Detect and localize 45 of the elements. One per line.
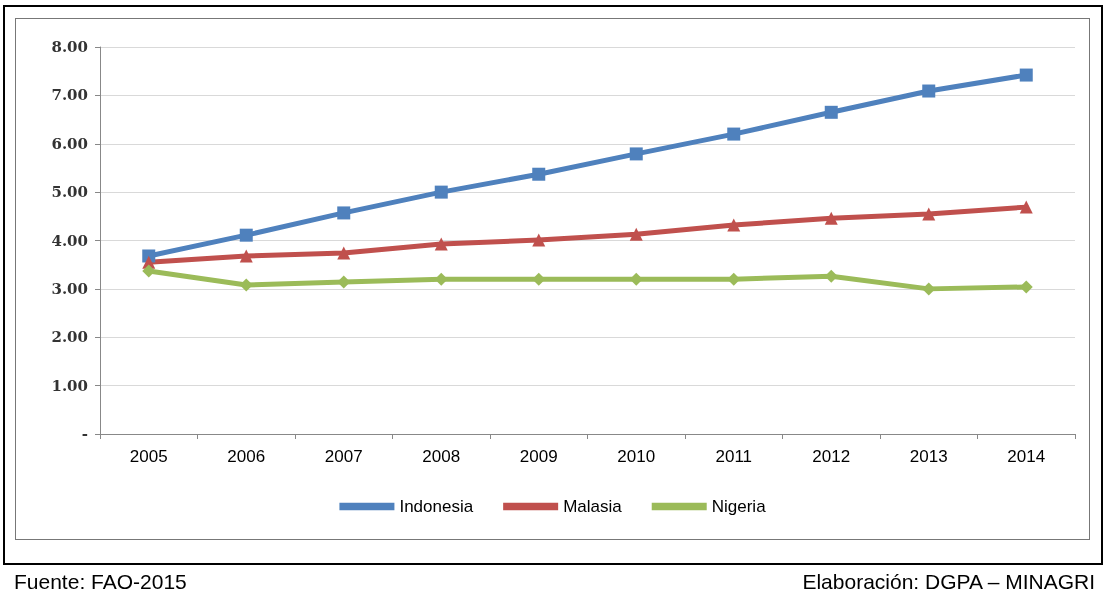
point [1019,200,1033,214]
point [824,105,838,119]
point [337,246,351,260]
point [1019,68,1033,82]
x-tick-label: 2014 [1007,447,1046,466]
point [532,167,546,181]
point [629,147,643,161]
x-tick-label: 2007 [324,447,363,466]
text: Elaboración: DGPA – MINAGRI [802,570,1095,594]
y-tick-label: 4.00 [51,231,88,250]
x-tick-label: 2005 [129,447,168,466]
y-tick-label: 2.00 [51,328,88,347]
x-tick-label: 2009 [519,447,558,466]
point [434,237,448,251]
y-tick-label: 7.00 [51,86,88,105]
legend-label: Nigeria [711,497,767,516]
point [239,278,253,292]
x-tick-label: 2013 [909,447,948,466]
point [239,249,253,263]
y-tick-label: 3.00 [51,279,88,298]
x-tick-label: 2008 [422,447,461,466]
point [824,211,838,225]
point [337,206,351,220]
x-tick-label: 2011 [715,447,753,466]
y-tick-label: - [81,425,88,443]
point [922,84,936,98]
point [727,218,741,232]
point [922,207,936,221]
point [532,233,546,247]
point [434,185,448,199]
legend-label: Malasia [563,497,623,516]
point [239,228,253,242]
y-tick-label: 8.00 [51,38,88,56]
y-tick-label: 1.00 [51,376,88,395]
point [727,127,741,141]
x-tick-label: 2012 [812,447,851,466]
x-tick-label: 2010 [617,447,656,466]
x-tick-label: 2006 [227,447,266,466]
legend-label: Indonesia [399,497,474,516]
point [142,264,156,278]
point [727,272,741,286]
y-tick-label: 5.00 [51,183,88,202]
source-note: Fuente: FAO-2015 [14,570,187,594]
y-tick-label: 6.00 [51,134,88,153]
point [629,227,643,241]
